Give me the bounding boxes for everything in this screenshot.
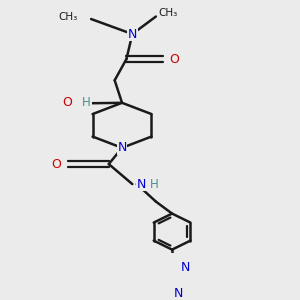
Text: CH₃: CH₃ [159,8,178,18]
Text: N: N [128,28,137,40]
Text: N: N [137,178,146,190]
Text: N: N [181,261,190,274]
Text: H: H [82,96,91,109]
Text: O: O [62,96,72,109]
Text: CH₃: CH₃ [58,11,78,22]
Text: N: N [117,141,127,154]
Text: H: H [149,178,158,190]
Text: O: O [51,158,61,171]
Text: O: O [169,52,179,65]
Text: N: N [174,287,183,300]
